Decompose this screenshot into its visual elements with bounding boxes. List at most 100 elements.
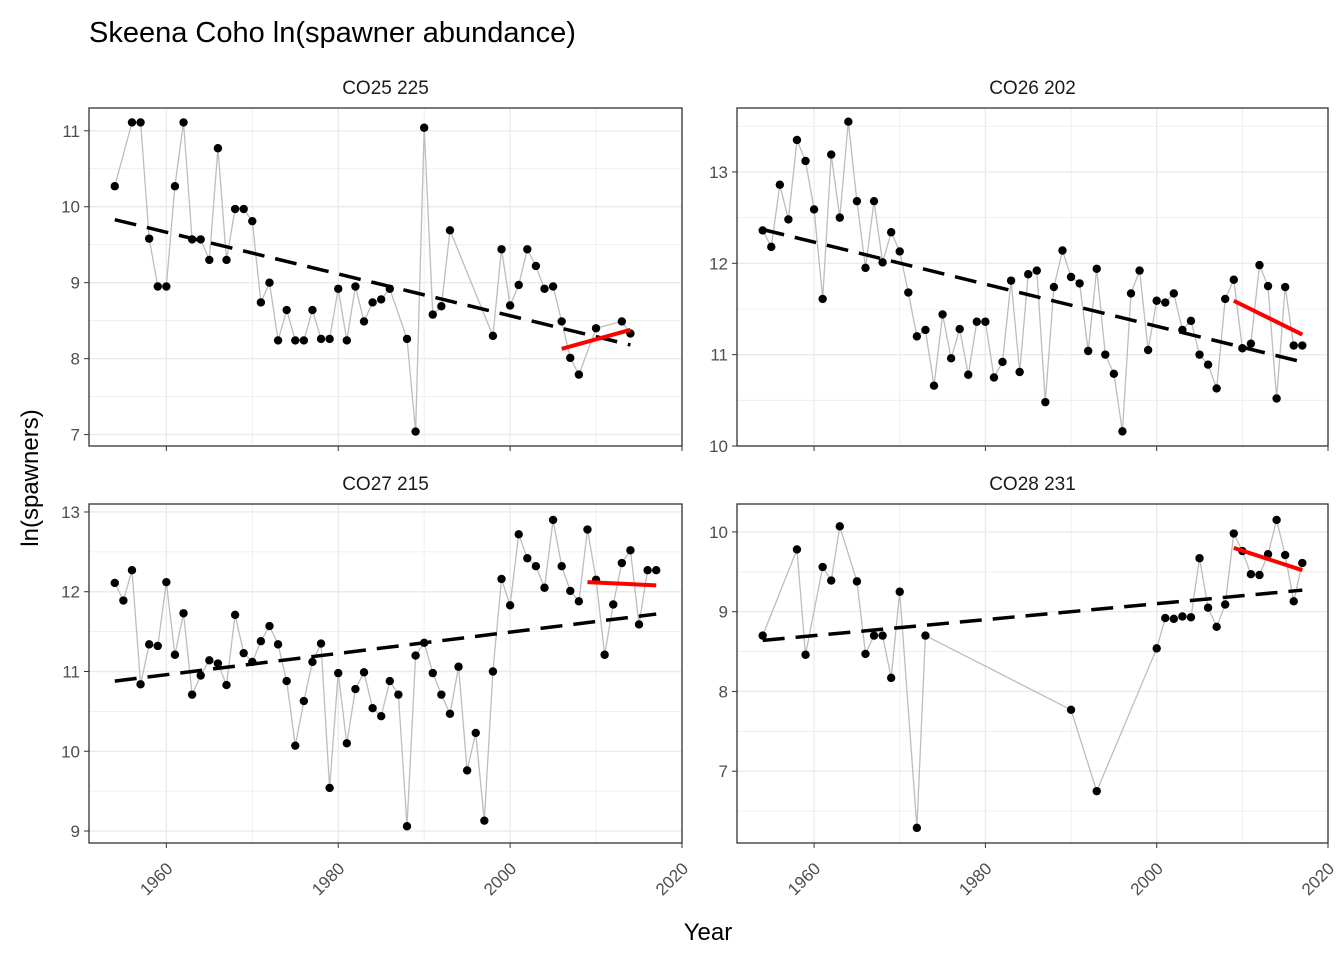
data-point bbox=[222, 680, 231, 690]
data-point bbox=[316, 639, 326, 648]
data-point bbox=[437, 690, 446, 699]
data-point bbox=[187, 690, 197, 699]
data-point bbox=[1298, 558, 1307, 568]
panel-4: CO28 231 1960 1980 2000 2020 7 8 9 10 bbox=[709, 474, 1338, 899]
panel-title: CO28 231 bbox=[989, 474, 1076, 495]
data-point bbox=[818, 562, 827, 572]
data-point bbox=[1272, 515, 1281, 525]
y-tick-label: 13 bbox=[709, 163, 728, 182]
data-point bbox=[1272, 394, 1281, 403]
data-point bbox=[162, 577, 171, 587]
data-point bbox=[514, 280, 523, 290]
data-point bbox=[523, 245, 532, 254]
data-point bbox=[497, 574, 506, 584]
x-tick-label: 1960 bbox=[136, 859, 176, 899]
data-point bbox=[273, 640, 283, 649]
data-point bbox=[342, 336, 352, 345]
y-tick-label: 12 bbox=[709, 254, 728, 273]
data-point bbox=[1298, 341, 1307, 350]
data-point bbox=[488, 331, 498, 341]
data-point bbox=[179, 118, 188, 127]
data-point bbox=[1246, 339, 1256, 348]
data-point bbox=[136, 680, 145, 689]
y-tick-label: 10 bbox=[709, 523, 728, 542]
data-point bbox=[385, 676, 394, 686]
data-point bbox=[308, 657, 317, 667]
data-point bbox=[170, 650, 180, 659]
data-point bbox=[634, 620, 644, 629]
data-point bbox=[394, 690, 403, 699]
data-point bbox=[852, 577, 862, 586]
data-point bbox=[869, 631, 879, 640]
x-tick-label: 2000 bbox=[480, 859, 520, 899]
data-point bbox=[767, 242, 776, 252]
data-point bbox=[869, 196, 879, 206]
data-point bbox=[600, 650, 609, 659]
data-point bbox=[792, 135, 802, 145]
data-point bbox=[972, 317, 982, 326]
data-point bbox=[351, 684, 360, 694]
data-point bbox=[445, 709, 455, 718]
data-point bbox=[818, 294, 827, 304]
data-point bbox=[377, 295, 386, 304]
data-point bbox=[239, 648, 248, 658]
data-point bbox=[153, 641, 162, 651]
chart-title: Skeena Coho ln(spawner abundance) bbox=[89, 17, 576, 49]
data-point bbox=[1049, 282, 1059, 292]
data-point bbox=[801, 156, 810, 166]
data-point bbox=[878, 631, 887, 640]
data-point bbox=[1126, 289, 1136, 298]
x-tick-label: 2020 bbox=[1298, 859, 1338, 899]
facet-panels: CO25 225 7 8 9 10 11 CO26 202 10 11 12 13 CO27 215 1… bbox=[61, 78, 1338, 899]
data-point bbox=[325, 334, 334, 344]
data-point bbox=[946, 354, 956, 363]
data-point bbox=[411, 651, 420, 660]
data-point bbox=[835, 522, 844, 531]
data-point bbox=[1092, 264, 1101, 273]
data-point bbox=[213, 659, 223, 668]
data-point bbox=[1255, 260, 1264, 270]
data-point bbox=[929, 381, 939, 390]
data-point bbox=[144, 640, 154, 649]
data-point bbox=[497, 245, 506, 254]
data-point bbox=[1169, 289, 1179, 298]
long-term-trend-line bbox=[114, 612, 657, 683]
y-tick-label: 9 bbox=[71, 274, 80, 293]
data-point bbox=[1229, 529, 1238, 538]
data-point bbox=[1161, 298, 1170, 307]
y-tick-label: 11 bbox=[62, 122, 80, 141]
panel-border bbox=[736, 503, 1329, 844]
panel-2: CO26 202 10 11 12 13 bbox=[709, 78, 1329, 456]
data-point bbox=[359, 668, 369, 677]
data-point bbox=[827, 150, 836, 159]
data-point bbox=[1041, 397, 1050, 407]
data-point bbox=[617, 558, 627, 568]
data-point bbox=[989, 373, 999, 382]
data-point bbox=[170, 182, 180, 191]
data-point bbox=[1178, 325, 1187, 335]
data-point bbox=[886, 673, 896, 683]
data-point bbox=[955, 324, 964, 334]
data-point bbox=[291, 336, 300, 345]
data-point bbox=[626, 546, 635, 555]
data-point bbox=[758, 226, 767, 235]
data-point bbox=[1152, 644, 1161, 653]
data-point bbox=[505, 301, 515, 310]
data-point bbox=[921, 631, 930, 640]
data-point bbox=[1024, 270, 1033, 279]
data-point bbox=[861, 263, 870, 273]
data-point bbox=[282, 305, 291, 315]
data-point bbox=[196, 671, 205, 680]
recent-trend-line bbox=[561, 327, 631, 351]
data-point bbox=[998, 357, 1007, 367]
recent-trend-line bbox=[1233, 545, 1303, 573]
data-point bbox=[299, 336, 309, 345]
panel-title: CO25 225 bbox=[342, 78, 429, 99]
data-point bbox=[1015, 367, 1024, 377]
data-point bbox=[471, 728, 480, 738]
data-point bbox=[1203, 603, 1213, 612]
data-point bbox=[1212, 384, 1221, 393]
y-tick-label: 10 bbox=[61, 198, 80, 217]
data-point bbox=[835, 213, 844, 222]
y-tick-label: 7 bbox=[719, 762, 728, 781]
